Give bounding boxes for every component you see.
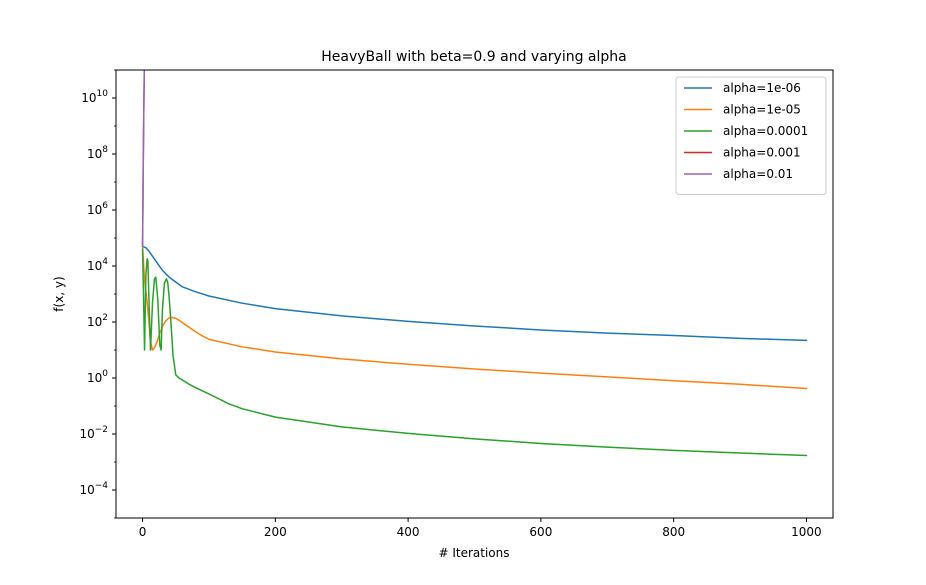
y-tick-label: 106 bbox=[87, 201, 108, 217]
series-line-alpha=0.01 bbox=[141, 70, 146, 248]
legend-label: alpha=0.001 bbox=[723, 146, 801, 160]
y-tick-label: 1010 bbox=[81, 89, 108, 105]
x-tick-label: 0 bbox=[139, 525, 147, 539]
series-layer bbox=[141, 70, 808, 457]
y-tick-label: 10−2 bbox=[79, 425, 108, 441]
x-tick-label: 200 bbox=[264, 525, 287, 539]
x-axis-label: # Iterations bbox=[438, 546, 509, 560]
legend: alpha=1e-06 alpha=1e-05 alpha=0.0001 alpha=… bbox=[675, 76, 827, 195]
y-tick-label: 108 bbox=[87, 145, 108, 161]
y-tick-label: 10−4 bbox=[79, 481, 108, 497]
series-line-alpha=0.0001 bbox=[141, 248, 808, 457]
y-tick-label: 100 bbox=[87, 369, 108, 385]
x-axis: 0 200 400 600 800 1000 bbox=[139, 518, 822, 539]
x-tick-label: 1000 bbox=[791, 525, 822, 539]
legend-box bbox=[675, 76, 827, 195]
legend-label: alpha=1e-06 bbox=[723, 81, 801, 95]
x-tick-label: 800 bbox=[662, 525, 685, 539]
chart-title: HeavyBall with beta=0.9 and varying alph… bbox=[321, 49, 626, 65]
legend-label: alpha=0.0001 bbox=[723, 124, 808, 138]
series-line-alpha=1e-06 bbox=[141, 245, 808, 342]
y-tick-label: 102 bbox=[87, 313, 108, 329]
x-tick-label: 600 bbox=[529, 525, 552, 539]
y-axis: 10−4 10−2 100 102 104 106 108 1010 bbox=[79, 69, 116, 519]
y-axis-label: f(x, y) bbox=[52, 276, 66, 311]
legend-label: alpha=1e-05 bbox=[723, 103, 801, 117]
x-tick-label: 400 bbox=[397, 525, 420, 539]
series-line-alpha=1e-05 bbox=[141, 245, 808, 390]
legend-label: alpha=0.01 bbox=[723, 167, 793, 181]
y-tick-label: 104 bbox=[87, 257, 108, 273]
